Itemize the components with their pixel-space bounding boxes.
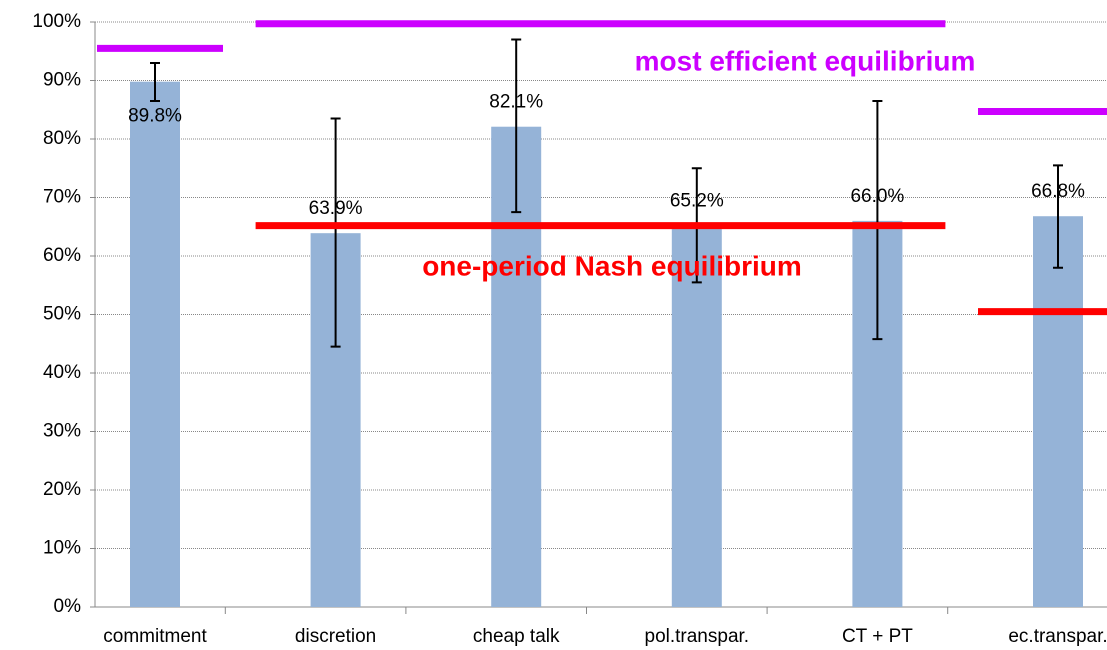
x-tick-label: discretion <box>295 626 376 647</box>
y-tick-label: 0% <box>54 596 82 617</box>
error-bar <box>511 38 522 214</box>
y-tick-label: 60% <box>43 245 81 266</box>
y-tick-label: 70% <box>43 187 81 208</box>
data-label: 63.9% <box>309 198 363 219</box>
data-label: 89.8% <box>128 106 182 127</box>
x-tick-label: ec.transpar. <box>1008 626 1107 647</box>
annotation: most efficient equilibrium <box>635 45 976 76</box>
y-tick-label: 50% <box>43 304 81 325</box>
y-tick-label: 20% <box>43 479 81 500</box>
data-label: 66.0% <box>850 186 904 207</box>
bar <box>130 81 180 608</box>
x-tick-label: CT + PT <box>842 626 913 647</box>
y-tick-label: 40% <box>43 362 81 383</box>
data-label: 65.2% <box>670 191 724 212</box>
annotation: one-period Nash equilibrium <box>422 250 802 281</box>
bar <box>671 225 722 607</box>
error-bar <box>872 99 883 341</box>
y-tick-label: 30% <box>43 421 81 442</box>
y-tick-label: 80% <box>43 128 81 149</box>
x-tick-label: commitment <box>103 626 207 647</box>
error-bar <box>150 61 160 102</box>
data-label: 82.1% <box>489 92 543 113</box>
data-label: 66.8% <box>1031 181 1085 202</box>
error-bar <box>1053 164 1063 269</box>
y-tick-label: 90% <box>43 70 81 91</box>
bar <box>1033 216 1083 607</box>
y-tick-label: 100% <box>32 11 81 32</box>
x-tick-label: cheap talk <box>473 626 560 647</box>
y-tick-label: 10% <box>43 538 81 559</box>
x-tick-label: pol.transpar. <box>645 626 750 647</box>
error-bar <box>330 117 341 348</box>
